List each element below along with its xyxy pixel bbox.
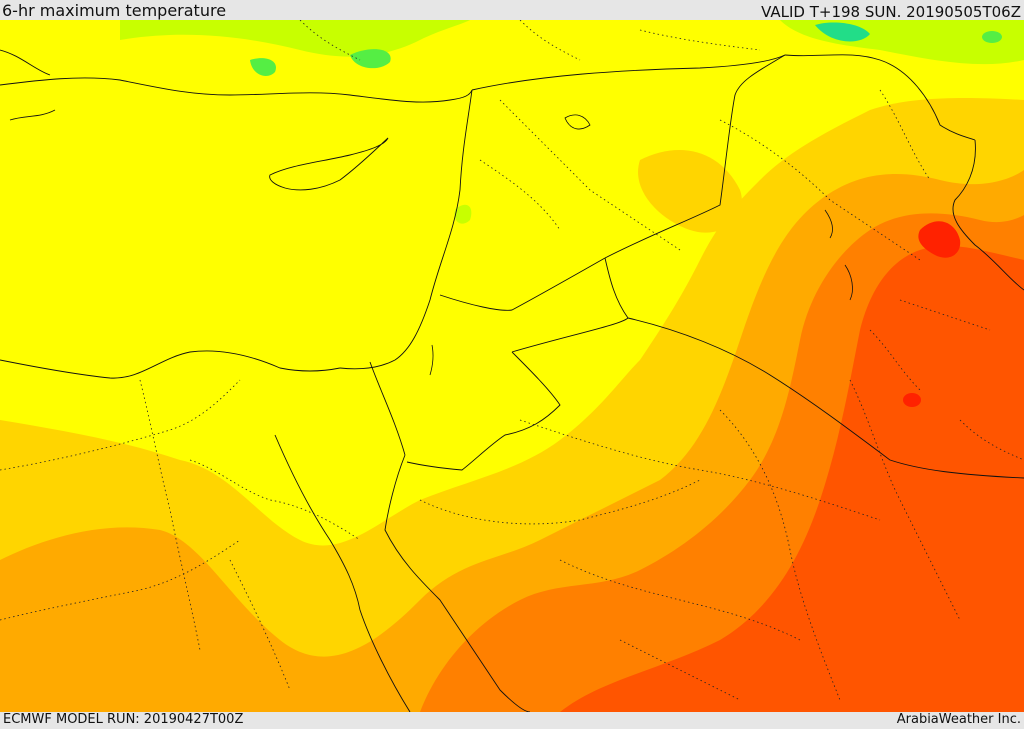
coastline-gulf: [952, 139, 1024, 291]
coastlines: [0, 49, 1024, 712]
border-iraq-iran: [784, 54, 976, 141]
coastline-turkey: [0, 77, 473, 103]
inland-water: [429, 114, 853, 376]
valid-time: VALID T+198 SUN. 20190505T06Z: [761, 3, 1021, 21]
border-saudi-iraq: [627, 317, 1024, 479]
coastline-red-sea-east: [384, 454, 531, 712]
temperature-band-red-orange: [560, 245, 1024, 712]
border-turkey-syria: [471, 54, 786, 91]
coastline-egypt: [0, 350, 341, 379]
temperature-band-green-levant: [454, 204, 472, 224]
coastline-cyprus: [269, 137, 389, 191]
temperature-band-teal: [815, 22, 870, 42]
border-syria-iraq: [604, 54, 786, 259]
border-syria-jordan: [439, 257, 606, 311]
map-title: 6-hr maximum temperature: [2, 1, 227, 20]
temperature-band-red-spot: [903, 393, 921, 407]
model-run-label: ECMWF MODEL RUN: 20190427T00Z: [3, 712, 244, 727]
border-jordan-iraq: [511, 257, 629, 353]
temperature-band-green: [250, 58, 276, 76]
border-egypt-israel: [369, 361, 406, 456]
header-bar: 6-hr maximum temperature VALID T+198 SUN…: [0, 0, 1024, 21]
coastline-levant: [339, 89, 473, 370]
temperature-band-green-yellow: [120, 20, 470, 57]
admin-boundaries: [0, 20, 1024, 701]
coastline-red-sea-west: [274, 434, 411, 712]
credit-label: ArabiaWeather Inc.: [896, 712, 1021, 727]
footer-bar: ECMWF MODEL RUN: 20190427T00Z ArabiaWeat…: [0, 712, 1024, 729]
temperature-band-green-2: [350, 49, 391, 69]
temperature-band-light-orange-north: [638, 150, 742, 233]
coastline-aegean: [0, 49, 56, 121]
temperature-band-green-spot: [982, 31, 1002, 43]
temperature-map: [0, 20, 1024, 712]
border-jordan-saudi: [406, 351, 561, 471]
map-canvas: [0, 20, 1024, 712]
temperature-band-red: [918, 221, 961, 258]
country-borders: [369, 54, 1024, 479]
